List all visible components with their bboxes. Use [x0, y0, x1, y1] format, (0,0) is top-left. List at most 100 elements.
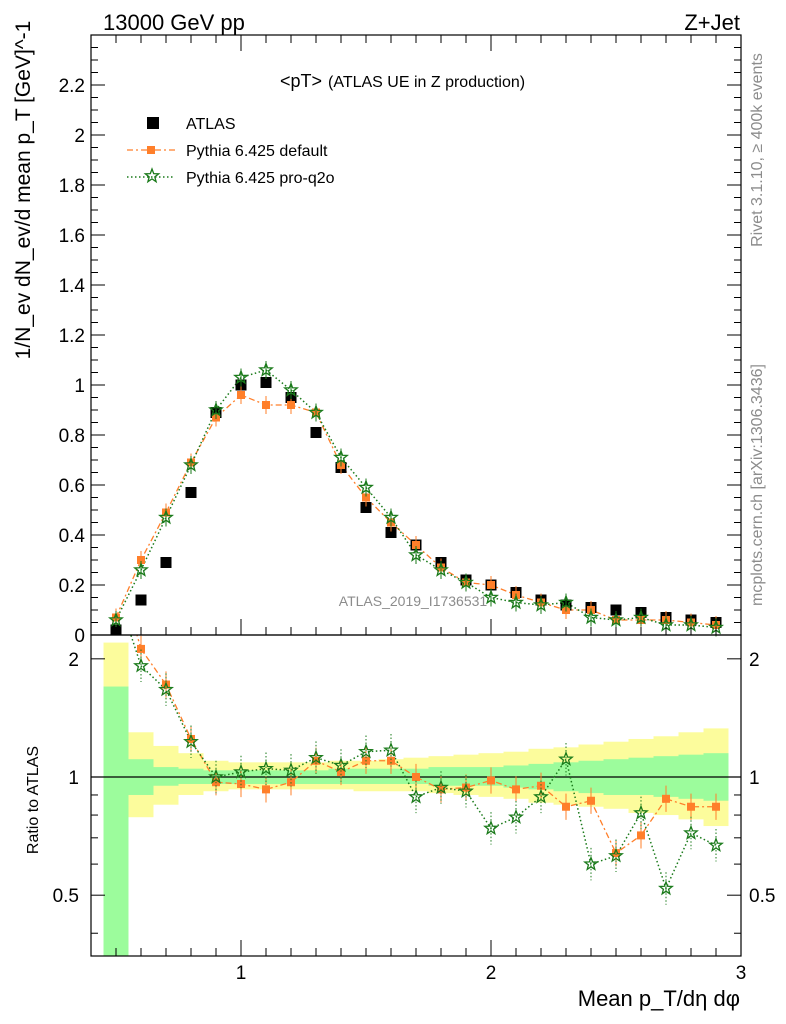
point-pythia-proq2o	[383, 509, 399, 525]
ratio-point-pythia-default	[637, 831, 645, 840]
ratio-point-pythia-proq2o	[708, 836, 724, 852]
ratio-point-pythia-proq2o	[383, 741, 399, 757]
ratio-point-pythia-default	[462, 783, 470, 792]
ratio-point-pythia-proq2o	[408, 788, 424, 804]
plot-title: <pT> (ATLAS UE in Z production)	[280, 71, 525, 91]
legend: ATLAS Pythia 6.425 default Pythia 6.425 …	[127, 116, 335, 187]
ratio-point-pythia-default	[187, 734, 195, 743]
ylabel-top: 1/N_ev dN_ev/d mean p_T [GeV]^-1	[12, 21, 35, 360]
point-pythia-proq2o	[233, 369, 249, 385]
ratio-point-pythia-proq2o	[633, 804, 649, 820]
ratio-tick-label-right: 1	[749, 768, 760, 789]
ratio-tick-label: 1	[68, 768, 79, 789]
ytick-label: 1.4	[59, 276, 86, 297]
xtick-label: 1	[236, 963, 247, 984]
legend-label-proq2o: Pythia 6.425 pro-q2o	[186, 170, 335, 187]
ytick-label: 2.2	[59, 76, 85, 97]
ytick-label: 0.2	[59, 576, 85, 597]
point-pythia-proq2o	[483, 589, 499, 605]
ratio-point-pythia-default	[587, 796, 595, 805]
legend-label-atlas: ATLAS	[186, 116, 236, 133]
point-pythia-proq2o	[158, 509, 174, 525]
xtick-label: 2	[486, 963, 497, 984]
ytick-label: 0.6	[59, 476, 85, 497]
point-atlas	[610, 604, 622, 616]
point-pythia-default	[262, 401, 270, 409]
ratio-point-pythia-proq2o	[458, 782, 474, 798]
point-atlas	[260, 377, 272, 388]
point-pythia-default	[412, 541, 420, 549]
ratio-band-inner	[628, 757, 654, 795]
point-pythia-proq2o	[258, 361, 274, 377]
ratio-point-pythia-proq2o	[558, 750, 574, 767]
legend-marker-proq2o	[143, 167, 161, 184]
ratio-tick-label-right: 2	[749, 650, 760, 671]
ratio-point-pythia-proq2o	[183, 733, 199, 749]
point-pythia-proq2o	[458, 574, 474, 590]
rivet-label: Rivet 3.1.10, ≥ 400k events	[749, 53, 766, 247]
ratio-point-pythia-proq2o	[258, 760, 274, 776]
ratio-point-pythia-default	[137, 644, 145, 653]
header-right: Z+Jet	[684, 10, 740, 35]
point-pythia-proq2o	[508, 594, 524, 610]
ratio-point-pythia-default	[337, 767, 345, 776]
ratio-point-pythia-default	[712, 802, 720, 811]
point-pythia-default	[237, 391, 245, 399]
ytick-label: 1.2	[59, 326, 85, 347]
point-atlas	[185, 487, 197, 498]
xlabel: Mean p_T/dη dφ	[578, 986, 740, 1011]
ratio-point-pythia-proq2o	[433, 779, 449, 795]
point-pythia-proq2o	[133, 561, 149, 577]
point-pythia-default	[287, 401, 295, 409]
ratio-point-pythia-default	[262, 785, 270, 794]
ratio-line-pythia-proq2o	[130, 635, 717, 891]
ratio-band-inner	[378, 768, 404, 784]
point-pythia-proq2o	[283, 381, 299, 397]
point-atlas	[160, 557, 172, 568]
point-atlas	[360, 502, 372, 513]
xtick-label: 3	[736, 963, 747, 984]
ratio-point-pythia-proq2o	[358, 743, 374, 759]
axis-ticks: 0 0.2 0.4 0.6 0.8 1 1.2 1.4 1.6 1.8 2 2.2 1 2 3 0.5 0.5 1…	[53, 34, 775, 984]
ratio-point-pythia-default	[412, 773, 420, 782]
point-atlas	[385, 527, 397, 538]
point-pythia-proq2o	[108, 611, 124, 627]
ratio-point-pythia-proq2o	[208, 768, 224, 784]
point-pythia-proq2o	[633, 609, 649, 625]
ratio-point-pythia-proq2o	[583, 855, 599, 871]
point-pythia-proq2o	[208, 401, 224, 417]
point-pythia-default	[362, 493, 370, 502]
point-pythia-proq2o	[333, 449, 349, 465]
point-pythia-proq2o	[408, 546, 424, 562]
ytick-label: 1	[74, 376, 85, 397]
ylabel-ratio: Ratio to ATLAS	[25, 746, 42, 854]
ytick-label: 0	[74, 626, 85, 647]
ratio-tick-label-right: 0.5	[749, 886, 775, 907]
ratio-point-pythia-default	[562, 802, 570, 811]
legend-marker-atlas	[147, 117, 159, 129]
ratio-point-pythia-proq2o	[283, 761, 299, 778]
ratio-tick-label: 0.5	[53, 886, 79, 907]
ytick-label: 1.6	[59, 226, 85, 247]
series-line-pythia-proq2o	[115, 369, 717, 629]
ytick-label: 1.8	[59, 176, 85, 197]
ratio-series	[130, 635, 724, 905]
point-atlas	[135, 594, 147, 606]
ratio-point-pythia-proq2o	[508, 808, 524, 825]
ytick-label: 0.8	[59, 426, 85, 447]
point-pythia-proq2o	[183, 456, 199, 472]
ratio-point-pythia-proq2o	[533, 788, 549, 804]
main-series	[108, 361, 724, 637]
ratio-band-inner	[103, 686, 129, 956]
ratio-point-pythia-proq2o	[333, 757, 349, 773]
ratio-band-inner	[178, 768, 204, 784]
point-pythia-default	[137, 556, 145, 564]
ratio-point-pythia-default	[687, 802, 695, 811]
watermark: ATLAS_2019_I1736531	[339, 593, 488, 609]
point-pythia-proq2o	[533, 596, 549, 612]
ratio-point-pythia-default	[612, 849, 620, 858]
point-pythia-proq2o	[308, 404, 324, 420]
point-pythia-proq2o	[558, 594, 574, 610]
ratio-point-pythia-default	[512, 785, 520, 794]
